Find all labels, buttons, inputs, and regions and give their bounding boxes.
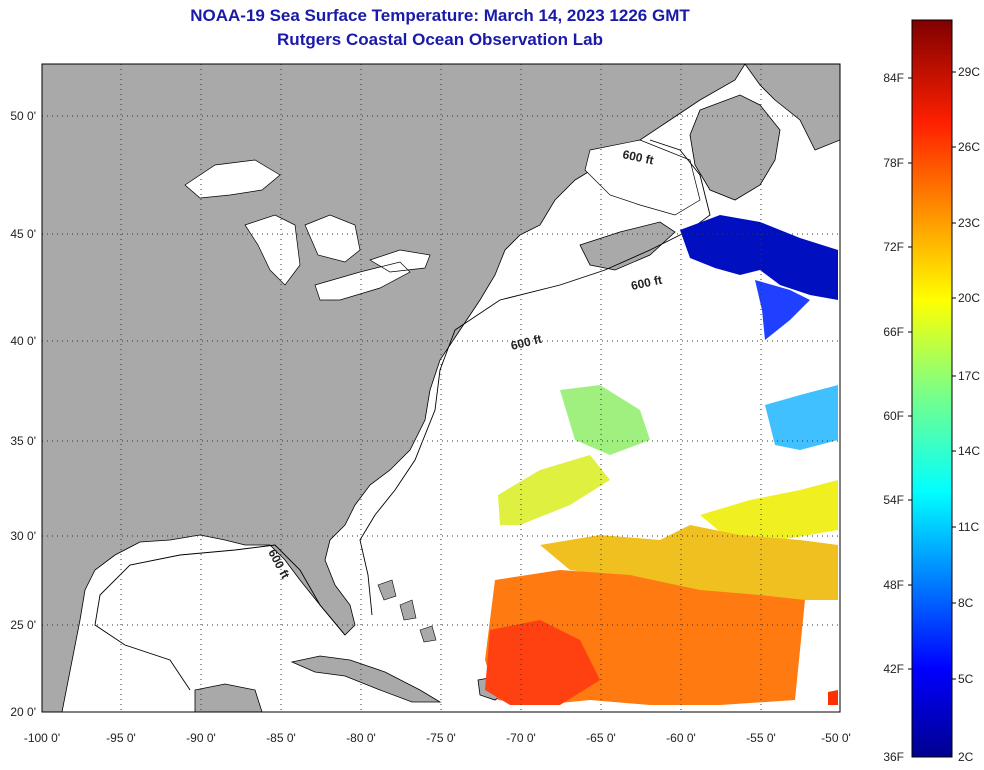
f-label-48: 48F xyxy=(883,578,904,592)
lat-label-40: 40 0' xyxy=(10,334,36,348)
c-label-23: 23C xyxy=(958,216,980,230)
c-label-29: 29C xyxy=(958,65,980,79)
lon-label-75: -75 0' xyxy=(426,731,456,745)
f-label-84: 84F xyxy=(883,71,904,85)
map-frame xyxy=(41,63,841,713)
c-label-14: 14C xyxy=(958,444,980,458)
colorbar-celsius-labels: 29C 26C 23C 20C 17C 14C 11C 8C 5C 2C xyxy=(958,65,980,764)
depth-contour-600ft xyxy=(94,139,711,691)
longitude-labels: -100 0' -95 0' -90 0' -85 0' -80 0' -75 … xyxy=(24,731,851,745)
lon-label-100: -100 0' xyxy=(24,731,60,745)
lon-label-50: -50 0' xyxy=(821,731,851,745)
f-label-78: 78F xyxy=(883,156,904,170)
lon-label-65: -65 0' xyxy=(586,731,616,745)
lon-label-85: -85 0' xyxy=(266,731,296,745)
map-title: NOAA-19 Sea Surface Temperature: March 1… xyxy=(190,6,690,25)
lon-label-70: -70 0' xyxy=(506,731,536,745)
labrador-land xyxy=(744,64,840,151)
f-label-66: 66F xyxy=(883,325,904,339)
lon-label-90: -90 0' xyxy=(186,731,216,745)
newfoundland-land xyxy=(689,94,781,201)
c-label-20: 20C xyxy=(958,291,980,305)
sst-data-layer xyxy=(485,215,838,705)
f-label-54: 54F xyxy=(883,493,904,507)
colorbar-fahrenheit-labels: 84F 78F 72F 66F 60F 54F 48F 42F 36F xyxy=(883,71,904,764)
yucatan-land xyxy=(194,683,263,712)
f-label-72: 72F xyxy=(883,240,904,254)
great-lakes xyxy=(184,159,431,301)
latitude-labels: 50 0' 45 0' 40 0' 35 0' 30 0' 25 0' 20 0… xyxy=(10,109,36,719)
lat-label-25: 25 0' xyxy=(10,618,36,632)
cuba-land xyxy=(290,655,442,703)
lon-label-55: -55 0' xyxy=(746,731,776,745)
contour-label-1: 600 ft xyxy=(621,147,655,167)
lon-label-95: -95 0' xyxy=(106,731,136,745)
c-label-11: 11C xyxy=(958,520,979,534)
c-label-2: 2C xyxy=(958,750,974,764)
contour-label-2: 600 ft xyxy=(630,273,664,293)
c-label-26: 26C xyxy=(958,140,980,154)
map-subtitle: Rutgers Coastal Ocean Observation Lab xyxy=(277,30,603,49)
f-label-60: 60F xyxy=(883,409,904,423)
gulf-of-st-lawrence xyxy=(584,139,701,216)
lon-label-80: -80 0' xyxy=(346,731,376,745)
lat-label-35: 35 0' xyxy=(10,434,36,448)
f-label-42: 42F xyxy=(883,662,904,676)
f-label-36: 36F xyxy=(883,750,904,764)
lat-label-30: 30 0' xyxy=(10,529,36,543)
c-label-8: 8C xyxy=(958,596,974,610)
lat-label-45: 45 0' xyxy=(10,227,36,241)
graticule xyxy=(42,64,840,712)
lat-label-20: 20 0' xyxy=(10,705,36,719)
bahamas-land xyxy=(377,579,437,643)
temperature-colorbar xyxy=(911,19,953,758)
lon-label-60: -60 0' xyxy=(666,731,696,745)
colorbar-ticks xyxy=(908,71,956,680)
c-label-17: 17C xyxy=(958,369,980,383)
c-label-5: 5C xyxy=(958,672,974,686)
lat-label-50: 50 0' xyxy=(10,109,36,123)
